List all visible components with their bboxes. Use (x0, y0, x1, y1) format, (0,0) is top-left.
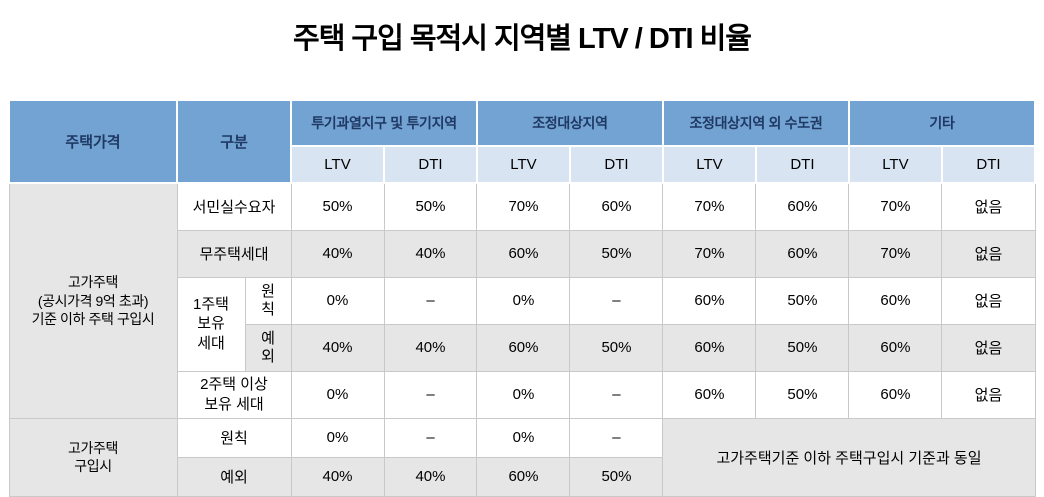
row-group-label-high-price: 고가주택 구입시 (8, 417, 178, 497)
col-header-ltv: LTV (661, 145, 757, 184)
value-cell: 60% (848, 276, 943, 325)
table-row-one-house-principle: 1주택 보유 세대 원 칙 0% – 0% – 60% 50% 60% 없음 (9, 276, 1036, 372)
value-cell: 없음 (941, 370, 1036, 419)
value-cell: 60% (755, 182, 850, 231)
value-cell: 0% (290, 276, 385, 325)
value-cell: 60% (662, 276, 757, 325)
col-header-ltv: LTV (475, 145, 571, 184)
table-row-no-house: 무주택세대 40% 40% 60% 50% 70% 60% 70% 없음 (9, 229, 1036, 278)
value-cell: 40% (383, 456, 478, 497)
value-cell: – (383, 370, 478, 419)
value-cell: 50% (383, 182, 478, 231)
value-cell: 70% (476, 182, 571, 231)
value-cell: 40% (290, 323, 385, 372)
table-header-region-row: 주택가격 구분 투기과열지구 및 투기지역 조정대상지역 조정대상지역 외 수도… (8, 99, 1037, 184)
row-label-principle: 원 칙 (244, 276, 292, 325)
value-cell: – (569, 417, 664, 458)
value-cell: 0% (476, 370, 571, 419)
value-cell: 60% (848, 370, 943, 419)
value-cell: 0% (476, 276, 571, 325)
value-cell: 0% (476, 417, 571, 458)
row-label-two-house: 2주택 이상 보유 세대 (176, 370, 292, 419)
value-cell: 70% (662, 229, 757, 278)
table-row-high-price-principle: 고가주택 구입시 원칙 0% – 0% – 고가주택기준 이하 주택구입시 기준… (8, 417, 1036, 497)
value-cell: 60% (662, 370, 757, 419)
value-cell: 없음 (941, 323, 1036, 372)
value-cell: – (383, 417, 478, 458)
col-header-region-speculation: 투기과열지구 및 투기지역 (290, 99, 478, 147)
col-header-region-adjusted: 조정대상지역 (475, 99, 664, 147)
value-cell: 70% (848, 229, 943, 278)
value-cell: 60% (848, 323, 943, 372)
value-cell: 없음 (941, 229, 1036, 278)
value-cell: 40% (383, 229, 478, 278)
row-group-label-under-high-price: 고가주택 (공시가격 9억 초과) 기준 이하 주택 구입시 (8, 182, 178, 419)
value-cell: – (383, 276, 478, 325)
value-cell: 50% (290, 182, 385, 231)
value-cell: 0% (290, 370, 385, 419)
value-cell: 60% (569, 182, 664, 231)
row-label-one-house: 1주택 보유 세대 (176, 276, 246, 372)
row-label-exception: 예 외 (244, 323, 292, 372)
col-header-dti: DTI (754, 145, 850, 184)
value-cell: 40% (290, 229, 385, 278)
value-cell: 40% (383, 323, 478, 372)
col-header-ltv: LTV (847, 145, 943, 184)
table-row-seomin: 고가주택 (공시가격 9억 초과) 기준 이하 주택 구입시 서민실수요자 50… (8, 182, 1036, 419)
value-cell: 50% (755, 370, 850, 419)
row-label-seomin: 서민실수요자 (176, 182, 292, 231)
table-header-ltvdti-row: LTV DTI LTV DTI LTV DTI LTV DTI (9, 145, 1037, 184)
col-header-region-metro: 조정대상지역 외 수도권 (661, 99, 850, 147)
page-title: 주택 구입 목적시 지역별 LTV / DTI 비율 (293, 23, 752, 55)
col-header-ltv: LTV (290, 145, 385, 184)
value-cell: 50% (755, 276, 850, 325)
col-header-category: 구분 (175, 99, 293, 184)
value-cell: – (569, 370, 664, 419)
row-label-exception: 예외 (176, 456, 292, 497)
table-row-two-house: 2주택 이상 보유 세대 0% – 0% – 60% 50% 60% 없음 (9, 370, 1036, 419)
row-label-principle: 원칙 (176, 417, 292, 458)
col-header-region-other: 기타 (847, 99, 1037, 147)
value-cell: 50% (755, 323, 850, 372)
col-header-dti: DTI (568, 145, 664, 184)
value-cell: 없음 (941, 276, 1036, 325)
value-cell: 60% (476, 323, 571, 372)
merged-note-cell: 고가주택기준 이하 주택구입시 기준과 동일 (662, 417, 1036, 497)
col-header-dti: DTI (383, 145, 478, 184)
value-cell: 60% (755, 229, 850, 278)
col-header-dti: DTI (940, 145, 1037, 184)
value-cell: 60% (476, 456, 571, 497)
value-cell: 60% (662, 323, 757, 372)
value-cell: 70% (662, 182, 757, 231)
table-row-high-price-exception: 예외 40% 40% 60% 50% (9, 456, 1035, 497)
col-header-price: 주택가격 (8, 99, 178, 184)
value-cell: 60% (476, 229, 571, 278)
value-cell: 0% (290, 417, 385, 458)
value-cell: 40% (290, 456, 385, 497)
ltv-dti-table: 주택가격 구분 투기과열지구 및 투기지역 조정대상지역 조정대상지역 외 수도… (8, 99, 1037, 497)
row-label-no-house: 무주택세대 (176, 229, 292, 278)
value-cell: 50% (569, 229, 664, 278)
value-cell: 50% (569, 323, 664, 372)
value-cell: – (569, 276, 664, 325)
value-cell: 70% (848, 182, 943, 231)
table-row-one-house-exception: 예 외 40% 40% 60% 50% 60% 50% 60% 없음 (9, 323, 1036, 372)
value-cell: 50% (569, 456, 664, 497)
value-cell: 없음 (941, 182, 1036, 231)
